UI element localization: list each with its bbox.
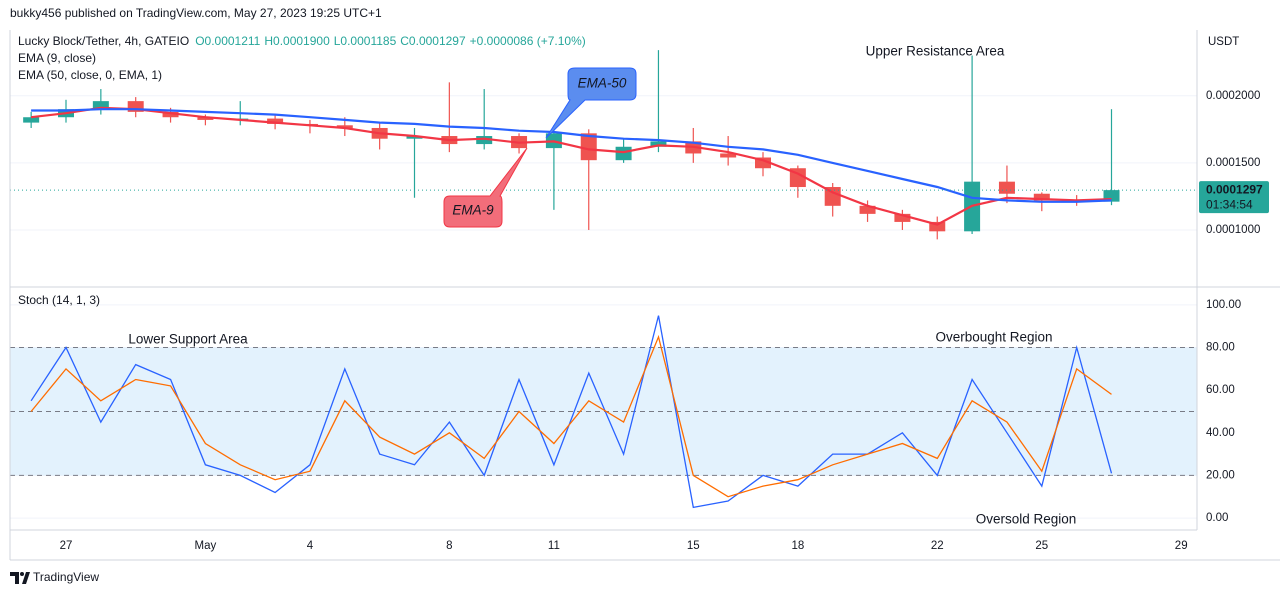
logo-dot bbox=[20, 572, 24, 576]
callout-shape bbox=[545, 67, 637, 139]
legend-entry: EMA (50, close, 0, EMA, 1) bbox=[18, 68, 162, 82]
stoch-legend: Stoch (14, 1, 3) bbox=[18, 293, 100, 307]
brand: TradingView bbox=[33, 570, 99, 584]
x-tick-label: 15 bbox=[687, 540, 700, 552]
legend-entry: EMA (9, close) bbox=[18, 51, 96, 65]
x-tick-label: May bbox=[195, 540, 217, 552]
main-legend: Lucky Block/Tether, 4h, GATEIO O0.0001211… bbox=[18, 34, 586, 48]
ohlc-change: +0.0000086 (+7.10%) bbox=[470, 34, 586, 48]
candle-body bbox=[615, 146, 632, 161]
callout-shape bbox=[443, 147, 528, 228]
candle-body bbox=[476, 136, 493, 145]
annotation: EMA-9 bbox=[452, 203, 494, 218]
candle-body bbox=[998, 181, 1015, 194]
ema-line bbox=[30, 106, 1112, 226]
y-tick-label: 60.00 bbox=[1206, 384, 1235, 396]
y-tick-label: 80.00 bbox=[1206, 342, 1235, 354]
candle-body bbox=[336, 125, 353, 128]
x-tick-label: 27 bbox=[60, 540, 73, 552]
candle-body bbox=[197, 117, 214, 120]
annotation: Overbought Region bbox=[935, 330, 1052, 345]
stoch-line bbox=[30, 315, 1113, 509]
x-tick-label: 22 bbox=[931, 540, 944, 552]
candle-body bbox=[1033, 193, 1050, 201]
ohlc-low: L0.0001185 bbox=[334, 34, 397, 48]
stoch-line bbox=[30, 334, 1112, 498]
annotation: Lower Support Area bbox=[128, 332, 248, 347]
candle-body bbox=[162, 111, 179, 118]
y-tick-label: 40.00 bbox=[1206, 427, 1235, 439]
candle-body bbox=[720, 153, 737, 158]
y-tick-label: 0.0001500 bbox=[1206, 157, 1260, 169]
candle-body bbox=[267, 118, 284, 124]
ema-line bbox=[31, 108, 1112, 203]
plot: 0.00010000.00015000.00020000.0020.0040.0… bbox=[10, 50, 1269, 552]
ema9-callout: EMA-9 bbox=[443, 147, 528, 228]
x-tick-label: 25 bbox=[1035, 540, 1048, 552]
y-tick-label: 0.00 bbox=[1206, 512, 1228, 524]
annotation: EMA-50 bbox=[578, 76, 627, 91]
candle-body bbox=[859, 205, 876, 214]
y-tick-label: 100.00 bbox=[1206, 299, 1241, 311]
candle-body bbox=[23, 117, 40, 123]
candle-body bbox=[580, 133, 597, 161]
ohlc-close: C0.0001297 bbox=[400, 34, 466, 48]
logo-icon bbox=[10, 572, 30, 584]
candle-body bbox=[894, 213, 911, 222]
candle-body bbox=[406, 136, 423, 139]
y-tick-label: 0.0002000 bbox=[1206, 90, 1260, 102]
candle-body bbox=[1103, 190, 1120, 202]
ohlc-open: O0.0001211 bbox=[195, 34, 260, 48]
ema50-callout: EMA-50 bbox=[545, 67, 637, 139]
x-tick-label: 18 bbox=[791, 540, 804, 552]
y-tick-label: 0.0001000 bbox=[1206, 224, 1260, 236]
x-tick-label: 11 bbox=[548, 540, 560, 552]
byline: bukky456 published on TradingView.com, M… bbox=[10, 6, 382, 20]
annotation: Upper Resistance Area bbox=[866, 44, 1005, 59]
last-price-box bbox=[1199, 181, 1269, 214]
annotation: Oversold Region bbox=[976, 512, 1077, 527]
band bbox=[10, 347, 1197, 476]
symbol: Lucky Block/Tether, 4h, GATEIO bbox=[18, 34, 189, 48]
candle-body bbox=[92, 101, 109, 110]
x-tick-label: 4 bbox=[307, 540, 314, 552]
candle-body bbox=[650, 141, 667, 147]
candle-body bbox=[824, 187, 841, 206]
x-tick-label: 8 bbox=[446, 540, 452, 552]
countdown: 01:34:54 bbox=[1206, 197, 1253, 211]
y-tick-label: 20.00 bbox=[1206, 469, 1235, 481]
brand-logo: TradingView bbox=[10, 570, 99, 584]
candle-body bbox=[929, 221, 946, 232]
last-price: 0.0001297 bbox=[1206, 182, 1263, 196]
price-unit: USDT bbox=[1208, 36, 1239, 48]
x-tick-label: 29 bbox=[1175, 540, 1188, 552]
candle-body bbox=[755, 157, 771, 169]
candle-body bbox=[127, 101, 144, 112]
ohlc-high: H0.0001900 bbox=[264, 34, 330, 48]
